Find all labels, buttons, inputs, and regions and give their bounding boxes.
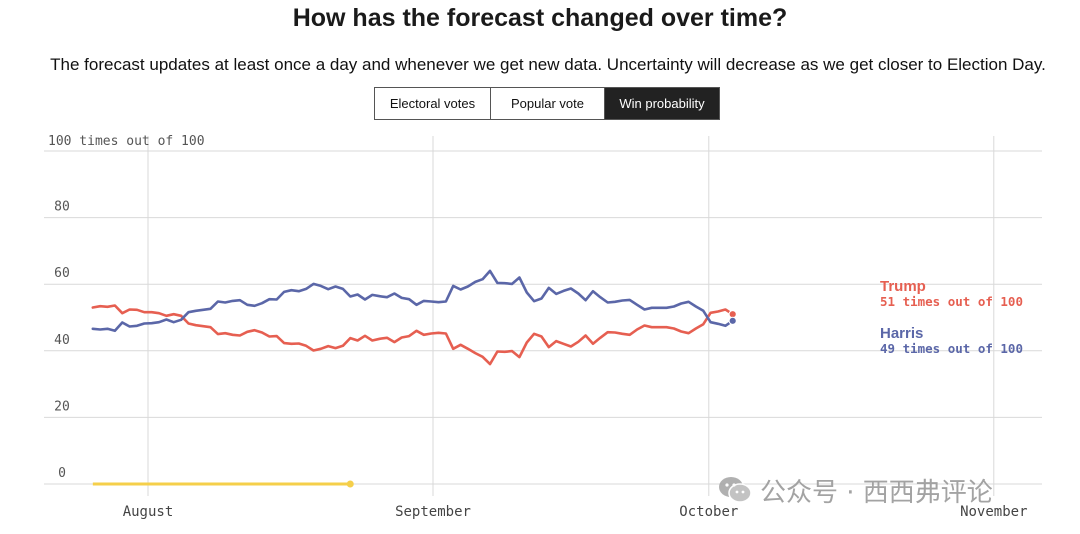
- y-tick-label: 80: [54, 200, 70, 215]
- series-value-harris: 49 times out of 100: [880, 341, 1023, 356]
- y-tick-label: 40: [54, 333, 70, 348]
- metric-tab-group: Electoral votes Popular vote Win probabi…: [374, 87, 720, 120]
- x-tick-label: October: [679, 504, 738, 520]
- y-tick-label: 60: [54, 266, 70, 281]
- tab-electoral-votes[interactable]: Electoral votes: [375, 88, 491, 119]
- wechat-icon: [718, 475, 752, 505]
- series-line-harris: [91, 269, 735, 333]
- series-end-dot-harris: [728, 316, 737, 325]
- series-end-dot-trump: [728, 310, 737, 319]
- series-name-trump: Trump: [880, 278, 926, 295]
- tab-popular-vote[interactable]: Popular vote: [491, 88, 605, 119]
- x-tick-label: August: [123, 504, 174, 520]
- series-value-trump: 51 times out of 100: [880, 294, 1023, 309]
- tab-win-probability[interactable]: Win probability: [605, 88, 719, 119]
- y-tick-label: 0: [58, 466, 66, 481]
- watermark-text: 公众号 · 西西弗评论: [760, 477, 993, 508]
- y-axis-top-label: 100 times out of 100: [48, 134, 205, 149]
- x-tick-label: September: [395, 504, 471, 520]
- x-tick-label: November: [960, 504, 1027, 520]
- series-line-trump: [91, 304, 735, 366]
- watermark: 公众号 · 西西弗评论: [718, 472, 993, 508]
- timeline-progress-dot: [346, 480, 354, 488]
- y-tick-label: 20: [54, 399, 70, 414]
- series-name-harris: Harris: [880, 325, 923, 342]
- chart-subtitle: The forecast updates at least once a day…: [50, 55, 1046, 74]
- chart-title: How has the forecast changed over time?: [292, 4, 788, 32]
